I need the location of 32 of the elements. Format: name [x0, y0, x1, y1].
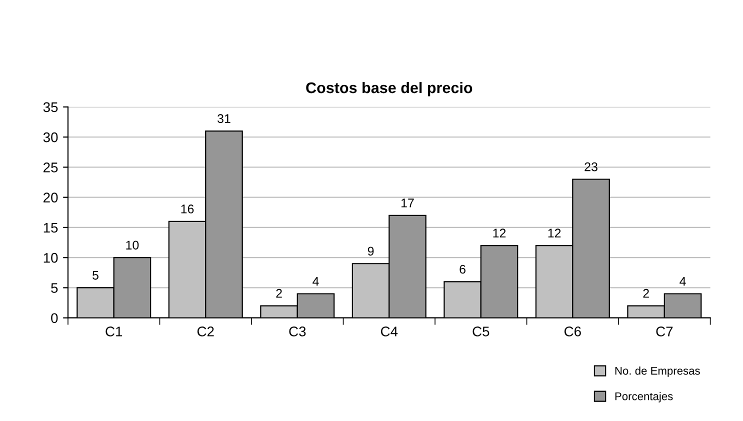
x-tick-label: C1 — [106, 326, 122, 336]
y-tick-label: 0 — [51, 313, 58, 324]
data-label: 31 — [218, 114, 230, 124]
y-tick-label: 35 — [43, 102, 58, 112]
data-label: 17 — [402, 198, 414, 208]
y-tick-label: 30 — [43, 132, 58, 142]
chart-title: Costos base del precio — [306, 82, 472, 96]
x-tick-label: C5 — [472, 326, 490, 336]
y-tick-label: 10 — [44, 252, 58, 263]
data-label: 10 — [126, 240, 139, 250]
legend-label: No. de Empresas — [615, 366, 700, 377]
legend-label: Porcentajes — [615, 392, 673, 402]
y-tick-label: 5 — [51, 283, 58, 293]
data-label: 4 — [680, 277, 686, 286]
data-label: 5 — [92, 270, 98, 280]
data-label: 6 — [460, 264, 466, 274]
x-tick-label: C2 — [197, 326, 214, 336]
x-tick-label: C4 — [380, 326, 398, 336]
x-tick-label: C7 — [656, 326, 673, 336]
data-label: 9 — [368, 246, 374, 256]
y-tick-label: 25 — [44, 162, 58, 172]
data-label: 16 — [181, 204, 194, 214]
data-label: 12 — [548, 228, 561, 238]
x-tick-label: C3 — [289, 326, 306, 336]
data-label: 2 — [276, 288, 282, 298]
data-label: 2 — [643, 288, 649, 298]
y-tick-label: 20 — [44, 192, 58, 202]
x-tick-label: C6 — [564, 326, 581, 336]
data-label: 4 — [312, 277, 319, 286]
data-label: 23 — [584, 162, 598, 172]
data-label: 12 — [493, 228, 506, 238]
y-tick-label: 15 — [44, 222, 58, 233]
